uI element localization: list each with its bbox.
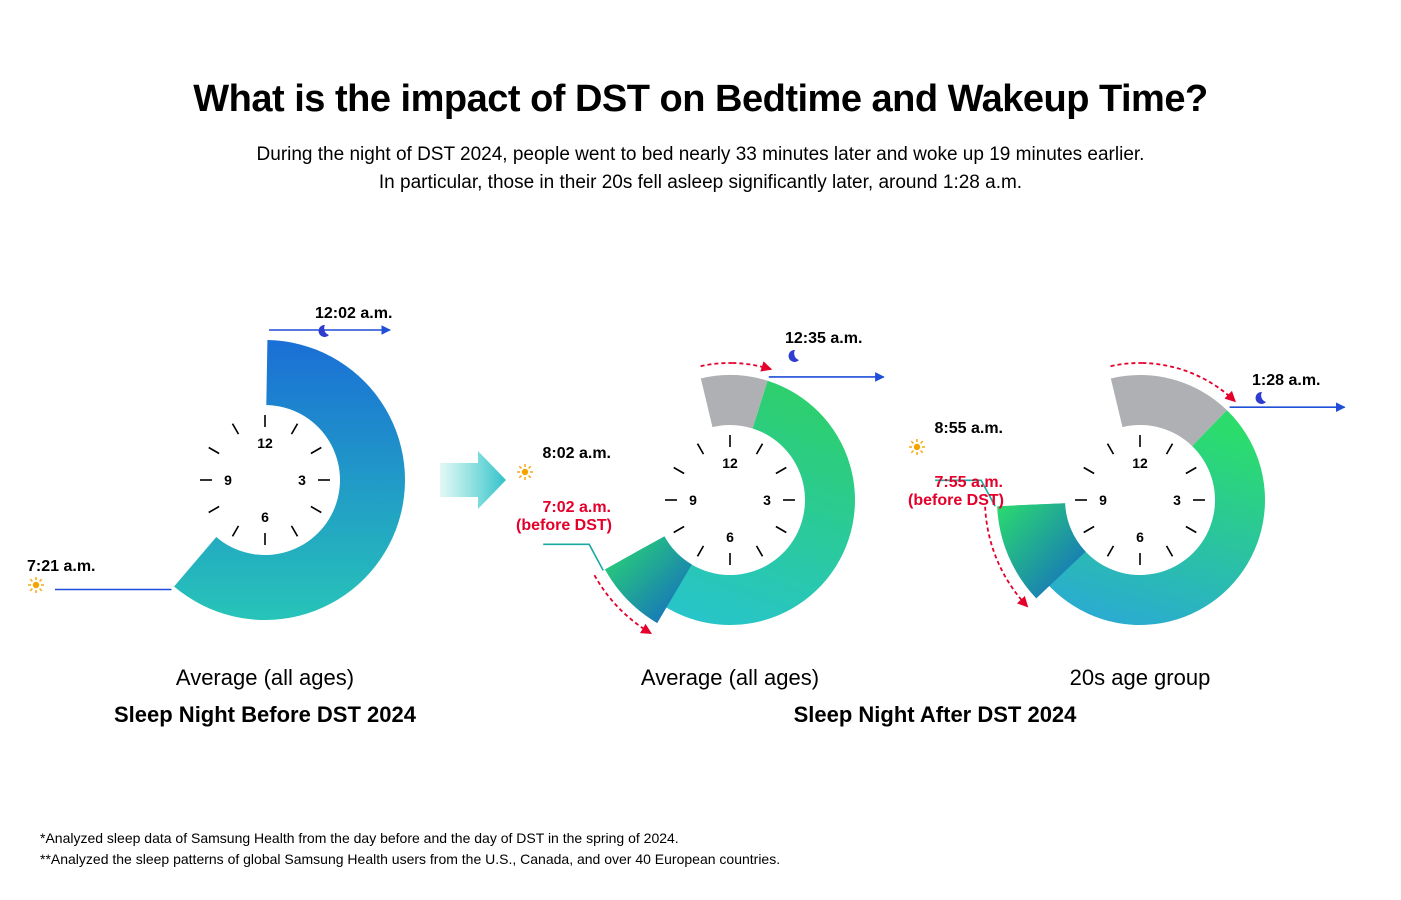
sun-icon [908, 438, 926, 456]
moon-icon [785, 348, 801, 364]
svg-text:9: 9 [1099, 492, 1107, 508]
footnote-1: *Analyzed sleep data of Samsung Health f… [40, 828, 780, 849]
chart1-label: Average (all ages) [55, 665, 475, 691]
wake-label-2: 8:02 a.m. 7:02 a.m. (before DST) [516, 445, 611, 535]
subtitle-line-1: During the night of DST 2024, people wen… [257, 144, 1145, 165]
bedtime-label-3: 1:28 a.m. [1252, 372, 1320, 406]
svg-text:9: 9 [224, 472, 232, 488]
bedtime-label-2: 12:35 a.m. [785, 330, 862, 364]
svg-text:12: 12 [1132, 455, 1148, 471]
section-before-title: Sleep Night Before DST 2024 [55, 702, 475, 728]
chart3-label: 20s age group [930, 665, 1350, 691]
svg-text:3: 3 [763, 492, 771, 508]
page-title: What is the impact of DST on Bedtime and… [0, 0, 1401, 121]
clock-chart-after-20s: 12369 1:28 a.m. 8:55 a.m. 7:55 a.m. (bef… [930, 290, 1350, 710]
svg-text:12: 12 [722, 455, 738, 471]
section-after-title: Sleep Night After DST 2024 [520, 702, 1350, 728]
charts-row: 12 3 6 9 12:02 a.m. 7:21 a.m. [0, 270, 1401, 690]
footnotes: *Analyzed sleep data of Samsung Health f… [40, 828, 780, 870]
clock-chart-after-avg: 12369 12:35 a.m. 8:02 a.m. 7:02 a.m. (be… [520, 290, 940, 710]
svg-text:9: 9 [689, 492, 697, 508]
wake-label-1: 7:21 a.m. [27, 558, 95, 594]
svg-text:3: 3 [298, 472, 306, 488]
sun-icon [516, 463, 534, 481]
svg-text:6: 6 [726, 529, 734, 545]
svg-text:6: 6 [1136, 529, 1144, 545]
svg-text:3: 3 [1173, 492, 1181, 508]
transition-arrow-icon [440, 445, 510, 515]
bedtime-label-1: 12:02 a.m. [315, 305, 392, 339]
moon-icon [1252, 390, 1268, 406]
chart2-label: Average (all ages) [520, 665, 940, 691]
sun-icon [27, 576, 45, 594]
moon-icon [315, 323, 331, 339]
subtitle-line-2: In particular, those in their 20s fell a… [379, 172, 1022, 193]
clock-chart-before: 12369 12:02 a.m. 7:21 a.m. [55, 270, 475, 690]
page-subtitle: During the night of DST 2024, people wen… [0, 141, 1401, 196]
footnote-2: **Analyzed the sleep patterns of global … [40, 849, 780, 870]
svg-text:6: 6 [261, 509, 269, 525]
svg-text:12: 12 [257, 435, 273, 451]
wake-label-3: 8:55 a.m. 7:55 a.m. (before DST) [908, 420, 1003, 510]
